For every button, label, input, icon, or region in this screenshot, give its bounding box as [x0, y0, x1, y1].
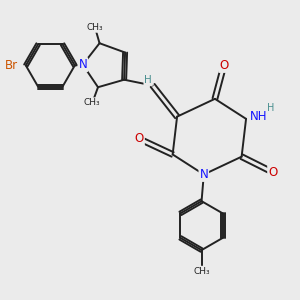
Text: O: O	[219, 59, 228, 72]
Text: H: H	[267, 103, 274, 113]
Text: O: O	[135, 132, 144, 146]
Text: CH₃: CH₃	[86, 23, 103, 32]
Text: CH₃: CH₃	[83, 98, 100, 107]
Text: N: N	[78, 58, 87, 71]
Text: CH₃: CH₃	[193, 266, 210, 275]
Text: NH: NH	[250, 110, 267, 123]
Text: O: O	[268, 166, 278, 179]
Text: H: H	[144, 75, 152, 85]
Text: Br: Br	[5, 59, 18, 72]
Text: N: N	[200, 168, 208, 181]
